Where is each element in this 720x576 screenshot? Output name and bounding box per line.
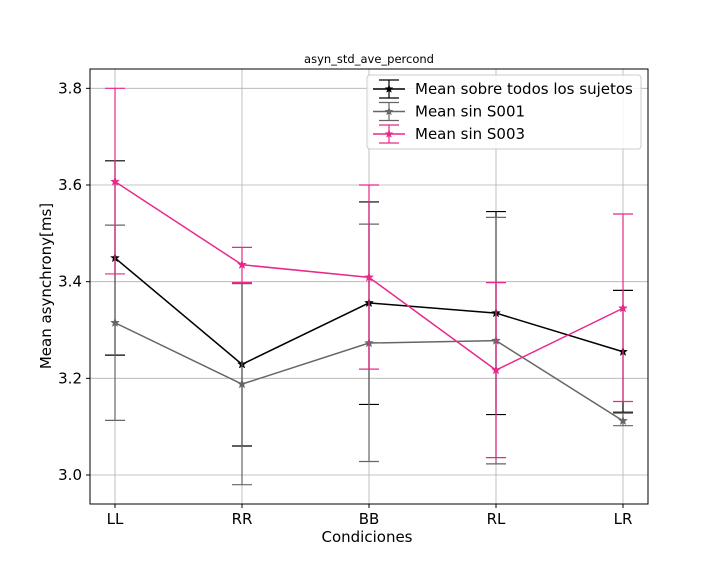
- legend: Mean sobre todos los sujetos Mean sin S00…: [366, 74, 642, 150]
- data-point: [491, 364, 501, 375]
- legend-marker: [384, 84, 394, 93]
- y-tick-label: 3.0: [58, 466, 82, 484]
- data-point: [110, 317, 120, 327]
- x-tick-label: RL: [487, 510, 506, 528]
- legend-label: Mean sobre todos los sujetos: [415, 80, 633, 98]
- data-point: [364, 272, 374, 282]
- x-tick-label: RR: [232, 510, 253, 528]
- legend-label: Mean sin S001: [415, 103, 525, 121]
- chart-title: asyn_std_ave_percond: [304, 52, 434, 66]
- x-tick-label: LR: [614, 510, 633, 528]
- data-point: [237, 378, 247, 389]
- data-point: [237, 259, 247, 269]
- legend-marker: [384, 106, 394, 116]
- legend-entry: Mean sobre todos los sujetos: [373, 79, 633, 99]
- x-tick-label: LL: [107, 510, 124, 528]
- legend-entry: Mean sin S001: [373, 101, 525, 122]
- x-axis-label: Condiciones: [322, 528, 413, 546]
- legend-entry: Mean sin S003: [373, 124, 525, 144]
- axes: 3.0 3.2 3.4 3.6 3.8 LL RR BB RL LR: [58, 79, 632, 528]
- x-tick-label: BB: [359, 510, 380, 528]
- y-tick-label: 3.2: [58, 369, 82, 387]
- y-tick-label: 3.8: [58, 79, 82, 97]
- y-tick-label: 3.6: [58, 176, 82, 194]
- legend-label: Mean sin S003: [415, 125, 525, 143]
- y-tick-label: 3.4: [58, 273, 82, 291]
- series-layer: [105, 87, 633, 486]
- series-3: [105, 87, 633, 459]
- legend-box: [366, 74, 642, 150]
- data-point: [618, 303, 628, 313]
- legend-marker: [384, 129, 394, 138]
- y-axis-label: Mean asynchrony[ms]: [37, 203, 55, 369]
- data-point: [618, 415, 628, 426]
- data-point: [110, 176, 120, 186]
